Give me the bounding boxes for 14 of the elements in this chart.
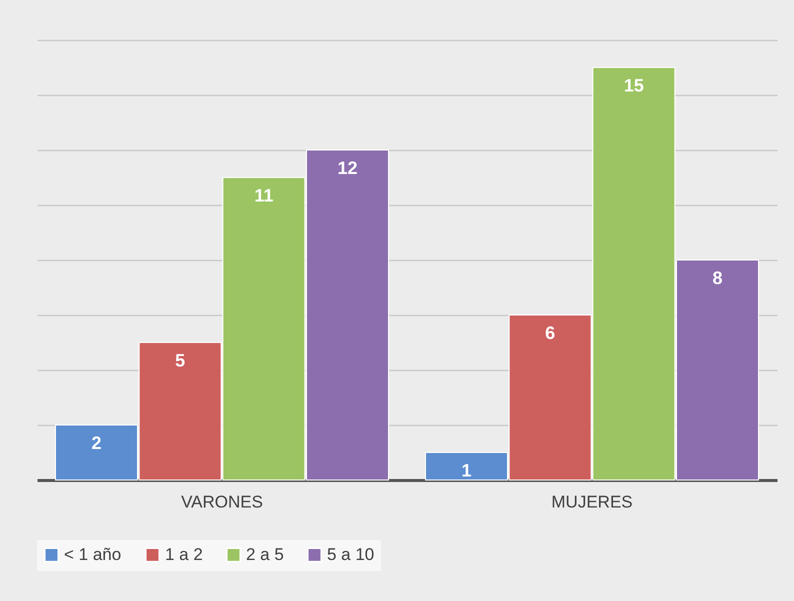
x-tick-label: VARONES [181,492,263,512]
data-label: 11 [254,186,274,206]
legend-label: 5 a 10 [327,544,374,564]
data-label: 2 [91,433,102,453]
data-label: 6 [545,323,556,343]
data-label: 8 [712,268,723,288]
data-label: 5 [175,350,186,370]
legend-label: 1 a 2 [165,544,203,564]
x-tick-label: MUJERES [551,492,633,512]
data-label: 15 [624,76,644,96]
data-label: 1 [461,460,472,480]
data-label: 12 [337,158,358,178]
legend-label: 2 a 5 [246,544,284,564]
legend-label: < 1 año [64,544,122,564]
